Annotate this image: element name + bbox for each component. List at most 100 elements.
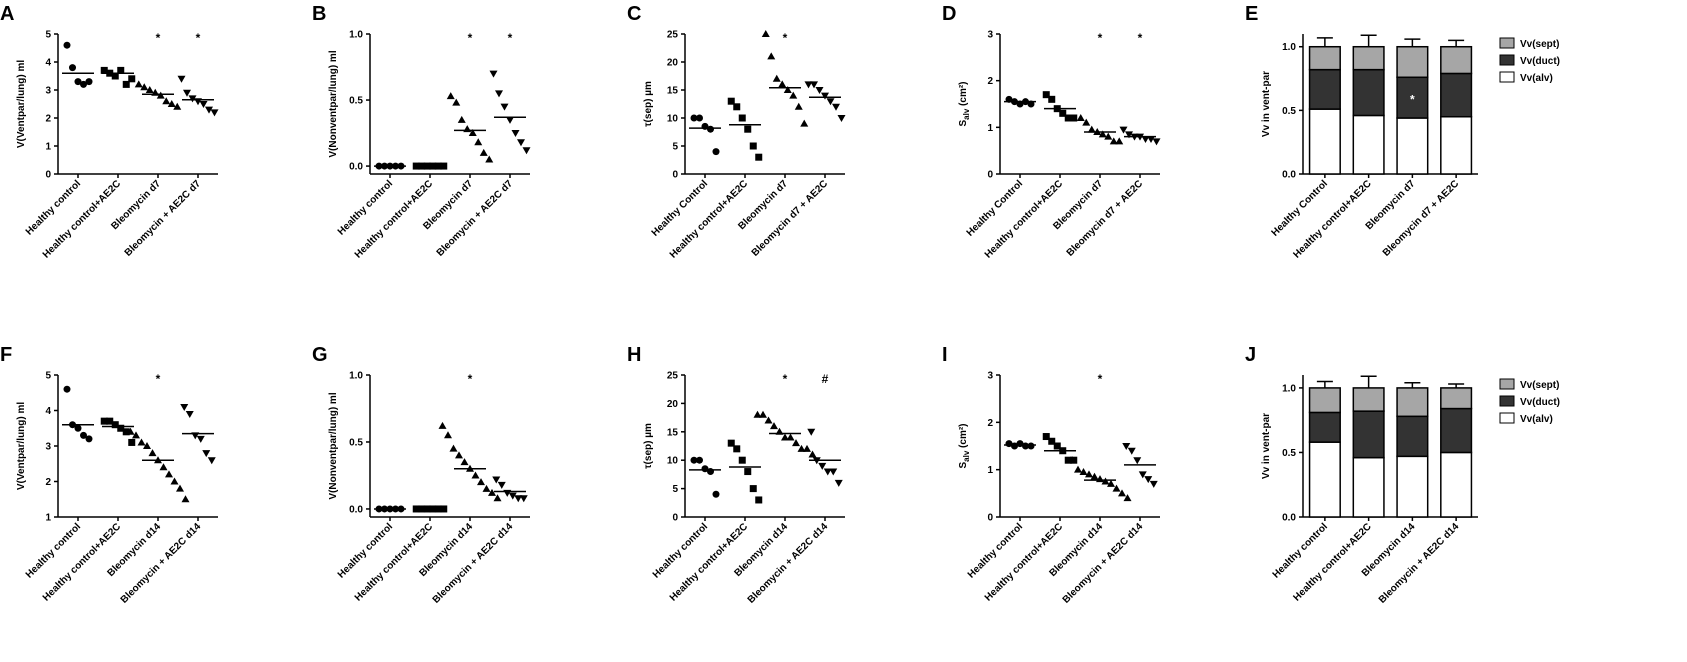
data-point [511,130,520,138]
data-point [485,155,494,163]
data-point [482,484,491,492]
legend-label: Vv(duct) [1520,397,1560,408]
y-tick-label: 2 [45,114,51,125]
legend-swatch [1499,71,1515,83]
significance-mark: * [783,31,788,45]
panel-label: D [942,3,956,25]
data-point [797,444,806,452]
x-tick-label: Healthy control+AE2C [1292,521,1374,603]
legend-label: Vv(sept) [1520,380,1559,391]
data-point [1123,494,1132,502]
x-tick-label: Bleomycin + AE2C d14 [431,521,516,606]
y-tick-label: 5 [672,142,678,153]
data-point [744,468,752,476]
data-point [444,431,452,439]
y-label-unit: (cm²) [958,423,969,450]
y-tick-label: 1 [45,513,51,524]
data-point [80,80,87,88]
data-point [495,90,503,98]
data-point [707,125,714,133]
x-tick-label: Healthy control+AE2C [983,178,1065,260]
data-point [761,30,770,37]
panel-label: C [627,3,641,25]
y-tick-label: 2 [987,418,993,429]
data-point [1027,442,1035,450]
data-point [781,433,789,441]
data-point [1068,456,1077,464]
x-tick-label: Bleomycin + AE2C d7 [123,178,204,259]
data-point [1101,477,1110,485]
y-label-subscript: alv [962,108,971,120]
x-tick-label: Healthy control+AE2C [1292,178,1374,260]
y-axis-label: τ(sep) µm [643,81,654,127]
x-tick-label: Bleomycin + AE2C d14 [1377,521,1462,606]
data-point [74,78,82,86]
data-point [457,115,466,123]
data-point [1152,138,1161,146]
significance-mark: # [822,372,829,386]
data-point [126,427,135,435]
x-tick-label: Bleomycin + AE2C d14 [1061,521,1146,606]
bar-segment [1352,456,1385,518]
x-tick-label: Bleomycin d7 + AE2C [750,178,830,258]
x-tick-label: Bleomycin + AE2C d14 [746,521,831,606]
y-axis-label: τ(sep) µm [643,423,654,469]
y-label-subscript: alv [962,450,971,462]
data-point [1074,465,1082,473]
data-point [488,488,496,496]
y-tick-label: 3 [987,30,993,41]
data-point [1144,476,1153,484]
data-point [1090,472,1099,480]
data-point [690,114,698,122]
data-point [794,102,803,110]
y-axis-label: Vv in vent-par [1261,413,1272,479]
data-point [167,100,176,107]
data-point [479,148,488,156]
data-point [180,403,189,411]
data-point [188,95,197,103]
data-point [1141,136,1150,143]
y-tick-label: 10 [667,456,679,467]
panel-label: J [1245,344,1256,366]
data-point [821,92,829,100]
data-point [749,485,757,493]
bar-segment [1308,441,1341,518]
y-tick-label: 1.0 [1282,383,1296,394]
y-tick-label: 0.5 [1282,448,1296,459]
panel-label: B [312,3,326,25]
y-tick-label: 3 [987,371,993,382]
panel-label: A [0,3,14,25]
data-point [1085,470,1093,478]
x-tick-label: Healthy control+AE2C [983,521,1065,603]
data-point [446,92,455,100]
legend-swatch [1499,54,1515,66]
data-point [122,428,130,436]
significance-mark: * [1138,31,1143,45]
data-point [1059,109,1067,117]
data-point [1107,479,1115,487]
data-point [196,435,205,443]
data-point [834,479,843,487]
bar-segment [1352,387,1385,412]
data-point [1104,132,1113,140]
data-point [449,444,458,452]
y-axis-label: Vv in vent-par [1261,71,1272,137]
x-tick-label: Bleomycin d7 + AE2C [1381,178,1461,258]
data-point [452,98,461,106]
data-point [145,86,154,93]
data-point [1042,91,1050,99]
data-point [177,75,186,83]
data-point [207,457,216,465]
data-point [712,490,720,498]
y-tick-label: 0 [987,513,993,524]
y-label-unit: (cm²) [958,81,969,108]
data-point [468,129,477,137]
data-point [1122,443,1131,450]
bar-segment [1396,45,1429,79]
legend-label: Vv(alv) [1520,414,1553,425]
data-point [770,422,778,430]
bar-segment [1352,410,1385,459]
data-point [85,78,93,86]
x-tick-label: Healthy control+AE2C [353,521,435,603]
